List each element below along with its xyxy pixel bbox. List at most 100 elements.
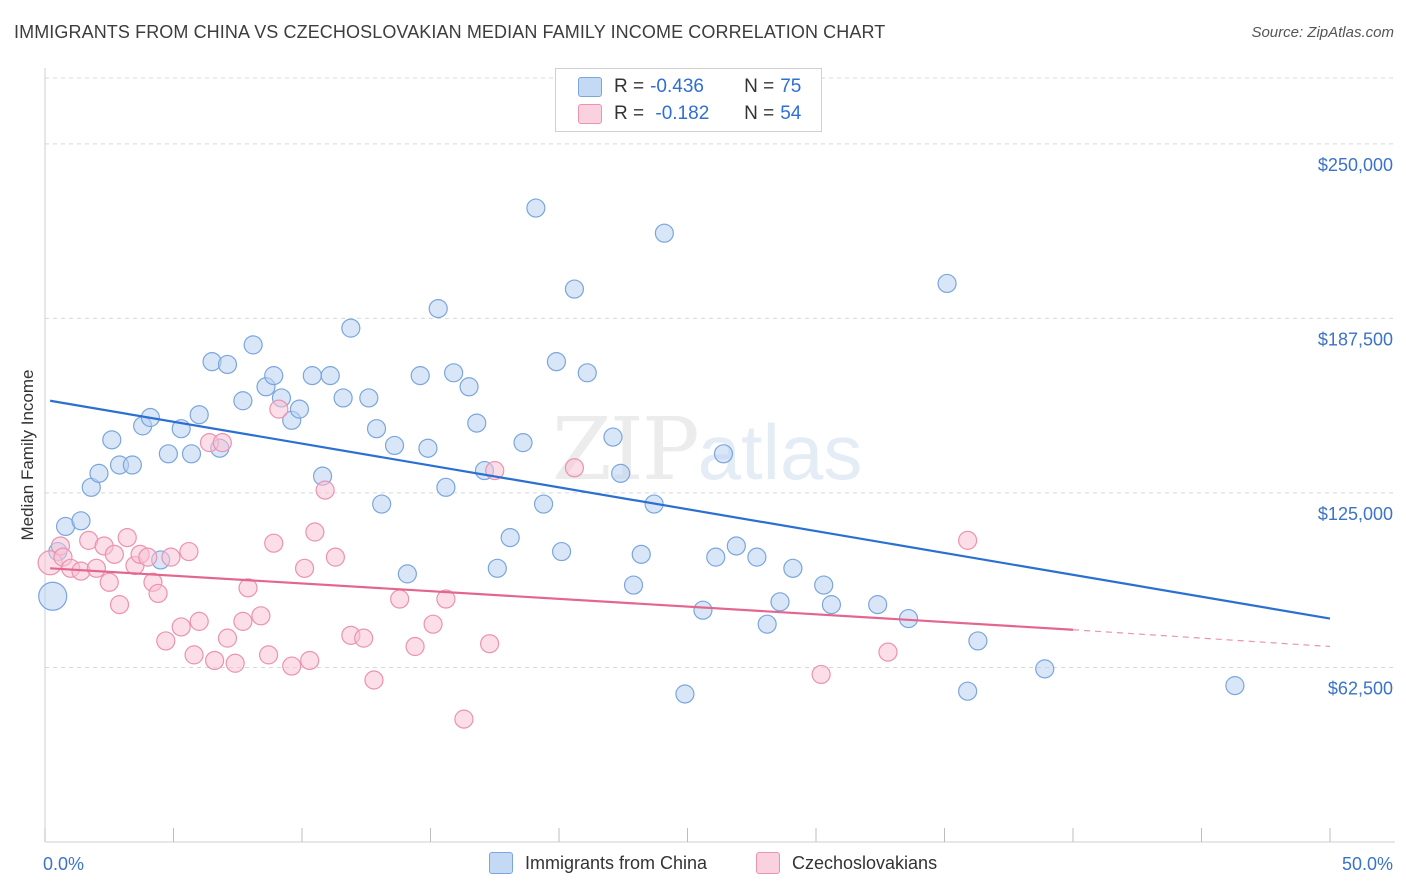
- legend-label: Immigrants from China: [525, 852, 708, 873]
- czech-point: [480, 634, 500, 654]
- czech-point: [161, 547, 181, 567]
- china-point: [726, 536, 746, 556]
- china-point: [264, 366, 284, 386]
- china-point: [577, 363, 597, 383]
- china-point: [289, 399, 310, 419]
- blue-swatch: [578, 77, 602, 97]
- china-point: [467, 413, 487, 433]
- china-point: [333, 388, 353, 408]
- china-point: [814, 575, 834, 595]
- china-point: [783, 558, 803, 578]
- czech-point: [138, 547, 158, 567]
- china-point: [868, 595, 888, 615]
- czech-point: [811, 664, 831, 685]
- source-label[interactable]: Source: ZipAtlas.com: [1251, 24, 1394, 41]
- series-legend: Immigrants from China Czechoslovakians: [0, 852, 1406, 878]
- x-tick-label-end: 50.0%: [1342, 854, 1393, 874]
- legend-item-czech[interactable]: Czechoslovakians: [756, 852, 937, 874]
- czech-point: [238, 578, 258, 598]
- china-point: [122, 455, 142, 475]
- czech-point: [99, 572, 119, 592]
- pink-swatch: [756, 852, 780, 874]
- china-point: [418, 438, 438, 458]
- y-tick-label: $250,000: [1318, 155, 1393, 175]
- czech-point: [436, 589, 456, 609]
- china-point: [713, 444, 734, 464]
- czech-point: [423, 614, 443, 634]
- china-point: [757, 614, 777, 634]
- china-point: [937, 273, 957, 294]
- china-point: [675, 684, 695, 704]
- czech-point: [258, 645, 279, 665]
- czech-point: [86, 558, 107, 578]
- correlation-legend: R = -0.436 N = 75 R = -0.182 N = 54: [555, 68, 822, 132]
- czech-point: [564, 458, 585, 478]
- legend-row-china: R = -0.436 N = 75: [578, 75, 801, 99]
- china-point: [770, 592, 790, 612]
- czech-trend-extension: [1072, 629, 1331, 648]
- china-point: [366, 419, 387, 439]
- china-point: [533, 494, 554, 514]
- blue-swatch: [489, 852, 513, 874]
- china-point: [564, 279, 585, 299]
- czech-point: [282, 656, 302, 676]
- r-value: -0.436: [650, 76, 704, 97]
- n-value: 75: [780, 76, 802, 97]
- czech-point: [305, 522, 325, 542]
- china-point: [500, 527, 520, 548]
- china-point: [189, 405, 209, 425]
- czech-point: [156, 631, 176, 651]
- china-point: [217, 354, 238, 375]
- czech-point: [189, 611, 209, 631]
- china-point: [459, 377, 479, 397]
- czech-point: [390, 589, 410, 609]
- china-point: [958, 681, 978, 701]
- czech-point: [148, 583, 168, 604]
- china-point: [631, 544, 651, 564]
- czech-point: [251, 606, 271, 626]
- watermark-zip: ZIP: [552, 400, 700, 500]
- china-point: [341, 318, 361, 338]
- axis-layer: [44, 68, 1395, 843]
- china-point: [526, 198, 546, 218]
- points-layer: [37, 198, 1245, 729]
- china-point: [359, 388, 379, 408]
- china-point: [89, 463, 109, 483]
- china-point: [1035, 659, 1055, 679]
- china-point: [320, 366, 340, 386]
- china-point: [158, 444, 178, 464]
- china-point: [611, 463, 631, 483]
- china-point: [603, 427, 623, 447]
- china-point: [38, 581, 68, 611]
- czech-point: [217, 628, 238, 648]
- czech-point: [958, 530, 978, 550]
- china-point: [1225, 676, 1245, 696]
- czech-point: [171, 617, 191, 637]
- czech-point: [405, 636, 425, 657]
- china-point: [436, 477, 456, 497]
- legend-row-czech: R = -0.182 N = 54: [578, 102, 801, 126]
- china-point: [397, 564, 417, 584]
- czech-point: [179, 541, 199, 562]
- china-point: [243, 335, 263, 355]
- czech-point: [364, 670, 384, 690]
- czech-point: [104, 544, 124, 564]
- china-point: [693, 600, 713, 620]
- czech-point: [269, 399, 289, 419]
- china-point: [302, 366, 322, 386]
- czech-point: [454, 709, 474, 729]
- czech-point: [117, 527, 137, 548]
- x-tick-label-start: 0.0%: [43, 854, 84, 874]
- czech-point: [264, 533, 284, 553]
- china-point: [410, 366, 430, 386]
- china-point: [821, 595, 842, 615]
- china-point: [551, 541, 572, 562]
- china-point: [706, 547, 726, 567]
- czech-point: [109, 595, 130, 615]
- zipatlas-watermark: ZIPatlas: [552, 400, 862, 500]
- czech-point: [205, 650, 225, 671]
- legend-item-china[interactable]: Immigrants from China: [489, 852, 707, 874]
- china-point: [747, 547, 767, 567]
- y-tick-label: $187,500: [1318, 329, 1393, 349]
